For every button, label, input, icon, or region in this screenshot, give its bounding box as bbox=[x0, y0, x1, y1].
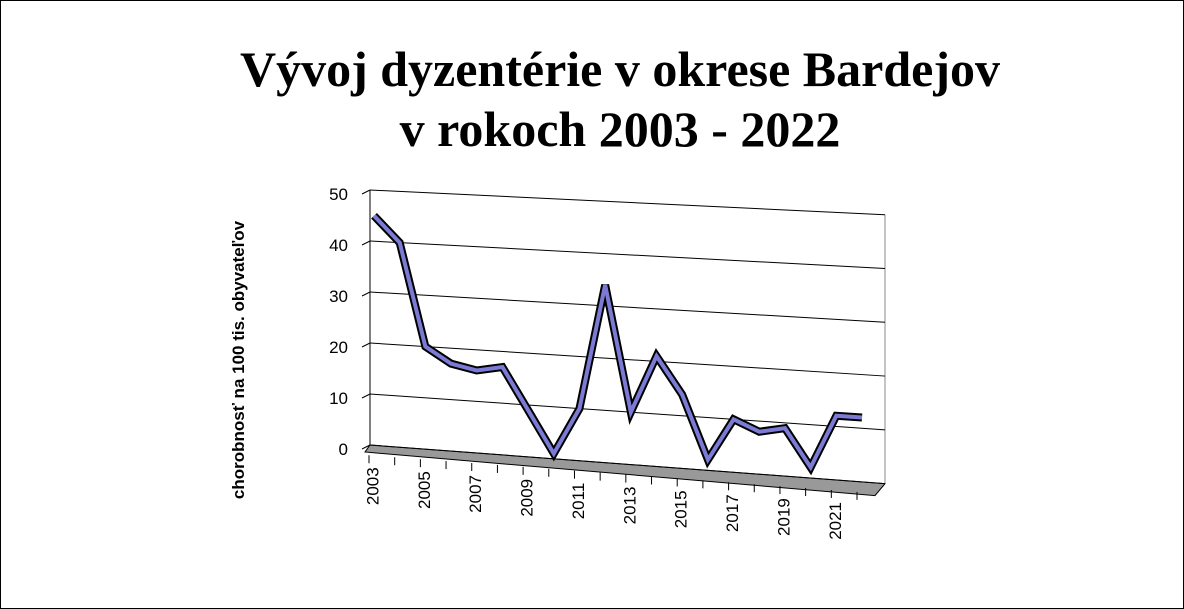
y-tick-label: 40 bbox=[329, 236, 348, 255]
grid-line bbox=[369, 342, 886, 377]
grid-line bbox=[369, 291, 886, 323]
y-tick-label: 0 bbox=[339, 440, 348, 459]
x-tick-label: 2009 bbox=[518, 479, 537, 517]
x-tick-label: 2005 bbox=[415, 471, 434, 509]
y-tick-label: 20 bbox=[329, 338, 348, 357]
tick-mark bbox=[361, 444, 371, 450]
tick-mark bbox=[361, 291, 371, 297]
x-tick-label: 2007 bbox=[466, 475, 485, 513]
y-tick-label: 10 bbox=[329, 389, 348, 408]
chart-title: v rokoch 2003 - 2022 bbox=[400, 101, 841, 157]
tick-mark bbox=[361, 189, 371, 195]
tick-mark bbox=[361, 342, 371, 348]
grid-line bbox=[369, 240, 886, 270]
line bbox=[372, 214, 863, 472]
x-tick-label: 2021 bbox=[826, 502, 845, 540]
x-tick-label: 2013 bbox=[620, 487, 639, 525]
grid-line bbox=[369, 189, 886, 216]
x-tick-label: 2017 bbox=[723, 494, 742, 532]
y-tick-label: 50 bbox=[329, 185, 348, 204]
chart-title: Vývoj dyzentérie v okrese Bardejov bbox=[240, 41, 1000, 97]
x-tick-label: 2011 bbox=[569, 483, 588, 520]
tick-mark bbox=[361, 240, 371, 246]
x-tick-label: 2003 bbox=[363, 467, 382, 505]
y-tick-label: 30 bbox=[329, 287, 348, 306]
grid-line bbox=[369, 444, 886, 485]
y-axis-label: chorobnosť na 100 tis. obyvateľov bbox=[229, 220, 248, 499]
tick-mark bbox=[361, 393, 371, 399]
x-tick-label: 2015 bbox=[672, 490, 691, 528]
x-tick-label: 2019 bbox=[774, 498, 793, 536]
